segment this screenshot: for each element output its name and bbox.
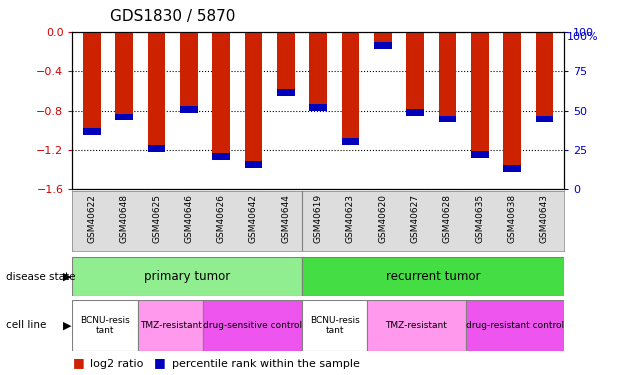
Text: ■: ■ [154, 356, 166, 369]
Bar [147, 145, 166, 152]
Text: GSM40628: GSM40628 [443, 194, 452, 243]
Bar [503, 32, 521, 172]
Bar [341, 32, 359, 145]
Bar [367, 300, 466, 351]
Text: GSM40642: GSM40642 [249, 194, 258, 243]
Bar [180, 32, 198, 112]
Text: ▶: ▶ [63, 272, 71, 282]
Text: GSM40644: GSM40644 [282, 194, 290, 243]
Bar [212, 32, 230, 160]
Bar [374, 32, 392, 49]
Bar [83, 128, 101, 135]
Bar [466, 300, 564, 351]
Text: GSM40627: GSM40627 [411, 194, 420, 243]
Bar [309, 32, 327, 111]
Text: TMZ-resistant: TMZ-resistant [386, 321, 447, 330]
Text: log2 ratio: log2 ratio [90, 359, 144, 369]
Bar [536, 116, 553, 122]
Text: GSM40635: GSM40635 [475, 194, 484, 243]
Bar [438, 116, 456, 122]
Text: recurrent tumor: recurrent tumor [386, 270, 480, 283]
Text: ■: ■ [72, 356, 84, 369]
Text: drug-sensitive control: drug-sensitive control [203, 321, 302, 330]
Bar [244, 32, 262, 168]
Text: GSM40625: GSM40625 [152, 194, 161, 243]
Bar [212, 153, 230, 160]
Bar [471, 32, 489, 158]
Text: disease state: disease state [6, 272, 76, 282]
Text: GSM40638: GSM40638 [508, 194, 517, 243]
Text: GSM40623: GSM40623 [346, 194, 355, 243]
Bar [138, 300, 203, 351]
Text: TMZ-resistant: TMZ-resistant [140, 321, 202, 330]
Bar [503, 165, 521, 172]
Bar [341, 138, 359, 145]
Bar [72, 300, 138, 351]
Bar [374, 42, 392, 49]
Bar [203, 300, 302, 351]
Bar [180, 106, 198, 112]
Text: GSM40648: GSM40648 [120, 194, 129, 243]
Bar [438, 32, 456, 122]
Text: BCNU-resis
tant: BCNU-resis tant [310, 316, 359, 335]
Bar [115, 32, 133, 120]
Text: GSM40643: GSM40643 [540, 194, 549, 243]
Text: GSM40626: GSM40626 [217, 194, 226, 243]
Bar [309, 104, 327, 111]
Text: GSM40646: GSM40646 [185, 194, 193, 243]
Text: GSM40620: GSM40620 [378, 194, 387, 243]
Bar [72, 257, 302, 296]
Bar [147, 32, 166, 152]
Bar [302, 300, 367, 351]
Text: BCNU-resis
tant: BCNU-resis tant [81, 316, 130, 335]
Text: ▶: ▶ [63, 320, 71, 330]
Bar [536, 32, 553, 122]
Text: GSM40622: GSM40622 [88, 194, 96, 243]
Bar [83, 32, 101, 135]
Bar [302, 257, 564, 296]
Text: percentile rank within the sample: percentile rank within the sample [172, 359, 360, 369]
Bar [115, 114, 133, 120]
Bar [277, 32, 295, 96]
Text: GDS1830 / 5870: GDS1830 / 5870 [110, 9, 236, 24]
Bar [277, 89, 295, 96]
Text: primary tumor: primary tumor [144, 270, 230, 283]
Bar [406, 32, 424, 115]
Bar [406, 109, 424, 115]
Bar [471, 151, 489, 158]
Text: 100%: 100% [567, 32, 598, 42]
Text: cell line: cell line [6, 320, 47, 330]
Text: drug-resistant control: drug-resistant control [466, 321, 564, 330]
Text: GSM40619: GSM40619 [314, 194, 323, 243]
Bar [244, 161, 262, 168]
